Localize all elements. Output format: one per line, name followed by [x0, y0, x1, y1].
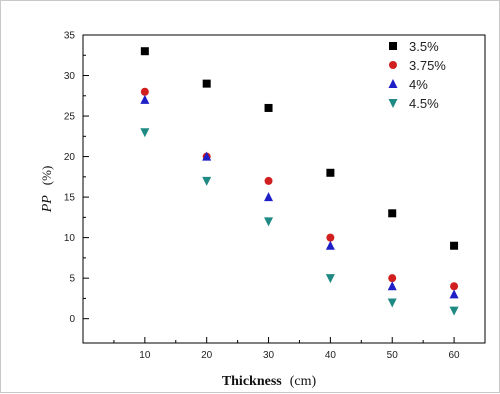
data-point: [264, 176, 273, 185]
data-point: [140, 47, 149, 56]
x-axis-label: Thickness: [222, 374, 282, 389]
data-point: [202, 79, 211, 88]
legend-label: 3.5%: [409, 39, 439, 54]
data-point: [388, 209, 397, 218]
y-tick-labels: 0 5 10 15 20 25 30 35: [64, 31, 76, 326]
legend-marker: [388, 79, 398, 88]
data-point: [325, 240, 335, 250]
y-axis-label: PP: [40, 195, 55, 214]
y-tick-label: 15: [64, 193, 76, 204]
y-tick-label: 35: [64, 31, 76, 42]
data-point: [326, 233, 335, 242]
data-point: [202, 151, 212, 161]
x-tick-label: 60: [449, 350, 461, 361]
y-tick-label: 25: [64, 112, 76, 123]
x-tick-label: 30: [263, 350, 275, 361]
x-axis-unit: (cm): [290, 374, 317, 389]
x-tick-label: 10: [139, 350, 151, 361]
data-point: [264, 217, 274, 227]
y-axis-unit: (%): [39, 166, 54, 186]
data-point: [325, 274, 335, 284]
legend-label: 4%: [409, 77, 428, 92]
y-tick-label: 0: [69, 314, 75, 325]
data-point: [264, 103, 273, 112]
data-point: [449, 289, 459, 299]
y-tick-label: 20: [64, 152, 76, 163]
data-point: [264, 192, 274, 202]
data-point: [449, 306, 459, 316]
legend-marker: [389, 61, 397, 69]
legend: 3.5% 3.75% 4% 4.5%: [388, 39, 446, 111]
series-4: [140, 128, 459, 316]
axis-ticks: [83, 34, 455, 343]
y-axis-title: PP (%): [38, 166, 55, 214]
x-tick-label: 20: [201, 350, 213, 361]
legend-marker: [389, 42, 397, 50]
svg-text:PP (%): PP (%): [38, 166, 55, 214]
data-point: [140, 87, 149, 96]
data-point: [450, 241, 459, 250]
plot-area: [82, 34, 486, 344]
legend-label: 4.5%: [409, 96, 439, 111]
data-markers: [140, 47, 459, 316]
y-tick-label: 5: [69, 274, 75, 285]
series-1: [140, 47, 459, 250]
series-3: [140, 94, 459, 299]
data-point: [388, 274, 397, 283]
data-point: [387, 281, 397, 291]
x-tick-labels: 10 20 30 40 50 60: [139, 350, 460, 361]
x-tick-label: 50: [387, 350, 399, 361]
x-tick-label: 40: [325, 350, 337, 361]
data-point: [202, 176, 212, 186]
y-tick-label: 10: [64, 233, 76, 244]
data-point: [140, 94, 150, 104]
legend-marker: [388, 99, 398, 108]
x-axis-title: Thickness (cm): [222, 372, 317, 389]
data-point: [450, 282, 459, 291]
legend-label: 3.75%: [409, 58, 446, 73]
data-point: [326, 168, 335, 177]
series-2: [140, 87, 459, 291]
data-point: [140, 128, 150, 138]
y-tick-label: 30: [64, 71, 76, 82]
data-point: [387, 298, 397, 308]
